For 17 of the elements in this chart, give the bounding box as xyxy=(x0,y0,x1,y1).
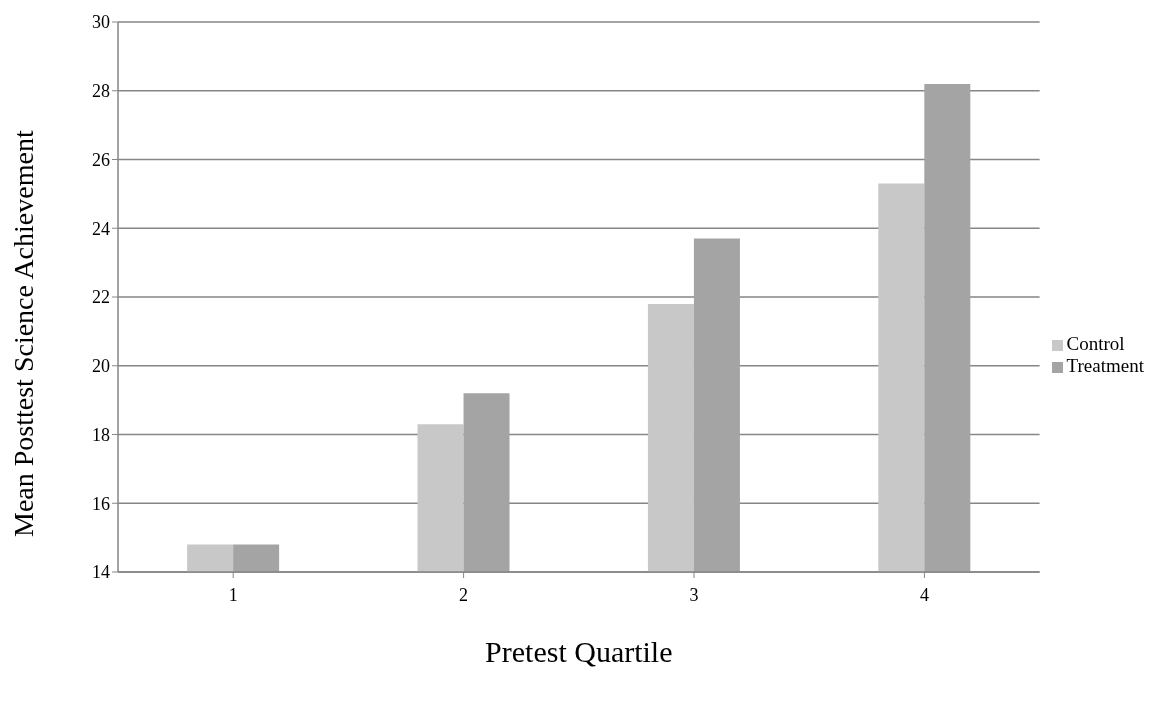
legend-label: Control xyxy=(1066,333,1125,354)
y-tick-label: 20 xyxy=(92,356,110,377)
y-tick-label: 14 xyxy=(92,562,110,583)
x-tick-label: 1 xyxy=(228,584,238,605)
x-axis-title: Pretest Quartile xyxy=(485,635,673,668)
y-tick-label: 16 xyxy=(92,493,110,514)
y-tick-label: 28 xyxy=(92,81,110,102)
y-tick-label: 30 xyxy=(92,12,110,33)
y-tick-label: 26 xyxy=(92,149,110,170)
x-tick-label: 2 xyxy=(459,584,469,605)
y-tick-label: 22 xyxy=(92,287,110,308)
y-tick-label: 24 xyxy=(92,218,110,239)
x-tick-label: 3 xyxy=(689,584,699,605)
legend-label: Treatment xyxy=(1066,355,1144,376)
x-tick-label: 4 xyxy=(919,584,929,605)
y-tick-label: 18 xyxy=(92,424,110,445)
y-axis-title: Mean Posttest Science Achievement xyxy=(7,130,39,537)
